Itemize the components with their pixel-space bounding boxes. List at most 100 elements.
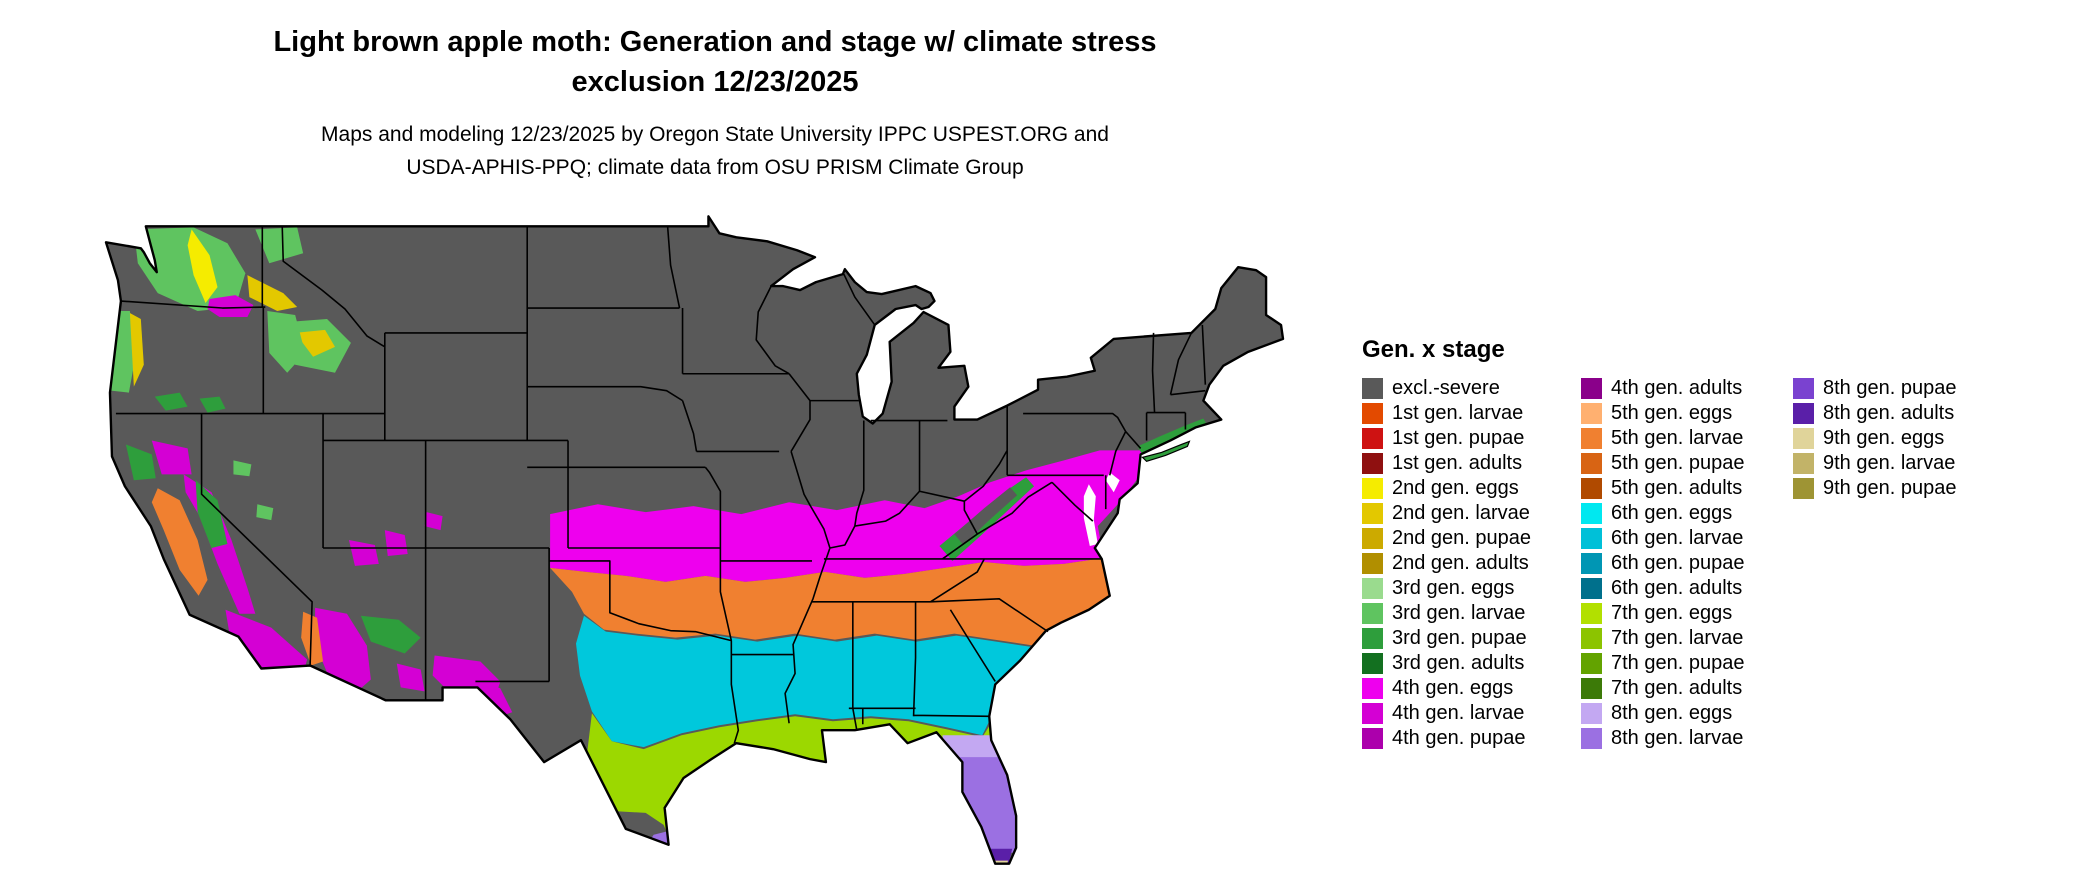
legend-swatch	[1581, 503, 1602, 524]
legend-label: 7th gen. adults	[1611, 677, 1743, 699]
legend-swatch	[1362, 403, 1383, 424]
legend-swatch	[1581, 628, 1602, 649]
legend-item: 6th gen. larvae	[1581, 526, 1793, 551]
legend-swatch	[1362, 553, 1383, 574]
us-map-container	[100, 214, 1285, 884]
legend-swatch	[1581, 403, 1602, 424]
legend-label: 6th gen. adults	[1611, 577, 1743, 599]
legend-swatch	[1793, 428, 1814, 449]
map-title: Light brown apple moth: Generation and s…	[0, 22, 1430, 102]
legend-item: 8th gen. larvae	[1581, 726, 1793, 751]
us-outline	[104, 215, 1285, 865]
legend-swatch	[1362, 628, 1383, 649]
legend-item: 7th gen. eggs	[1581, 601, 1793, 626]
oregon-ne-yellow	[295, 329, 336, 357]
legend-label: 3rd gen. adults	[1392, 652, 1525, 674]
legend-label: 8th gen. pupae	[1823, 377, 1957, 399]
map-title-line1: Light brown apple moth: Generation and s…	[273, 26, 1157, 58]
legend-swatch	[1581, 603, 1602, 624]
legend-label: 5th gen. eggs	[1611, 402, 1733, 424]
legend-swatch	[1581, 553, 1602, 574]
legend-item: 2nd gen. adults	[1362, 551, 1581, 576]
nevada-green-2	[256, 504, 274, 521]
legend-item: 2nd gen. eggs	[1362, 476, 1581, 501]
legend-item: 3rd gen. pupae	[1362, 626, 1581, 651]
legend-label: 1st gen. adults	[1392, 452, 1523, 474]
washington-magenta-basin	[207, 295, 254, 317]
map-title-line2: exclusion 12/23/2025	[571, 66, 859, 98]
legend-item: 6th gen. pupae	[1581, 551, 1793, 576]
state-borders	[115, 226, 1207, 744]
legend-swatch	[1581, 528, 1602, 549]
legend-item: 9th gen. larvae	[1793, 451, 2003, 476]
legend-swatch	[1793, 478, 1814, 499]
legend-item: 1st gen. pupae	[1362, 426, 1581, 451]
legend-swatch	[1362, 378, 1383, 399]
legend-swatch	[1581, 378, 1602, 399]
legend-item: 8th gen. pupae	[1793, 376, 2003, 401]
legend-item: 3rd gen. eggs	[1362, 576, 1581, 601]
legend-swatch	[1581, 653, 1602, 674]
legend-swatch	[1581, 578, 1602, 599]
legend-swatch	[1793, 378, 1814, 399]
legend-item: 4th gen. pupae	[1362, 726, 1581, 751]
legend-label: 2nd gen. larvae	[1392, 502, 1530, 524]
map-subtitle-line2: USDA-APHIS-PPQ; climate data from OSU PR…	[406, 156, 1024, 179]
legend-swatch	[1793, 403, 1814, 424]
california-magenta-shasta	[151, 440, 192, 475]
legend-swatch	[1362, 578, 1383, 599]
legend-item: 7th gen. larvae	[1581, 626, 1793, 651]
arizona-green-mogollon	[360, 615, 421, 654]
washington-yellow-se	[247, 275, 298, 312]
legend-item: 3rd gen. adults	[1362, 651, 1581, 676]
legend-swatch	[1362, 503, 1383, 524]
legend-swatch	[1581, 453, 1602, 474]
legend-label: 4th gen. pupae	[1392, 727, 1526, 749]
legend-label: 3rd gen. larvae	[1392, 602, 1526, 624]
legend-swatch	[1581, 728, 1602, 749]
legend-column-2: 4th gen. adults 5th gen. eggs 5th gen. lar…	[1581, 376, 1793, 751]
legend-item: 9th gen. eggs	[1793, 426, 2003, 451]
legend-swatch	[1362, 678, 1383, 699]
legend-item: 5th gen. larvae	[1581, 426, 1793, 451]
legend-item: 3rd gen. larvae	[1362, 601, 1581, 626]
chesapeake-bay	[1083, 484, 1098, 547]
legend-item: 2nd gen. larvae	[1362, 501, 1581, 526]
us-map	[104, 215, 1285, 865]
legend-item: 7th gen. pupae	[1581, 651, 1793, 676]
new-england-coast-green	[1137, 418, 1208, 456]
legend-swatch	[1362, 703, 1383, 724]
long-island	[1141, 440, 1191, 463]
legend-columns: excl.-severe 1st gen. larvae 1st gen. pupa…	[1362, 376, 2082, 751]
legend-item: 5th gen. pupae	[1581, 451, 1793, 476]
legend-label: 8th gen. larvae	[1611, 727, 1744, 749]
legend-swatch	[1362, 653, 1383, 674]
legend-label: 5th gen. adults	[1611, 477, 1743, 499]
legend-item: 6th gen. adults	[1581, 576, 1793, 601]
legend-label: 6th gen. pupae	[1611, 552, 1745, 574]
idaho-green	[267, 311, 306, 373]
legend-column-3: 8th gen. pupae 8th gen. adults 9th gen. eg…	[1793, 376, 2003, 751]
legend: Gen. x stage excl.-severe 1st gen. larvae…	[1362, 336, 2082, 751]
legend-item: 5th gen. adults	[1581, 476, 1793, 501]
legend-swatch	[1362, 428, 1383, 449]
legend-item: 5th gen. eggs	[1581, 401, 1793, 426]
map-subtitle: Maps and modeling 12/23/2025 by Oregon S…	[0, 118, 1430, 184]
map-fill-layers	[105, 216, 1284, 864]
legend-swatch	[1581, 678, 1602, 699]
nevada-green-1	[233, 460, 252, 477]
legend-item: 1st gen. adults	[1362, 451, 1581, 476]
legend-label: 3rd gen. pupae	[1392, 627, 1527, 649]
legend-label: 3rd gen. eggs	[1392, 577, 1515, 599]
oregon-south-green-1	[154, 392, 188, 411]
legend-swatch	[1362, 478, 1383, 499]
legend-item: 4th gen. eggs	[1362, 676, 1581, 701]
legend-label: 7th gen. eggs	[1611, 602, 1733, 624]
legend-swatch	[1581, 703, 1602, 724]
texas-elpaso-magenta	[478, 679, 513, 718]
legend-item: 8th gen. adults	[1793, 401, 2003, 426]
california-green-northcoast	[125, 444, 156, 481]
delaware-bay	[1105, 472, 1120, 493]
legend-swatch	[1362, 528, 1383, 549]
